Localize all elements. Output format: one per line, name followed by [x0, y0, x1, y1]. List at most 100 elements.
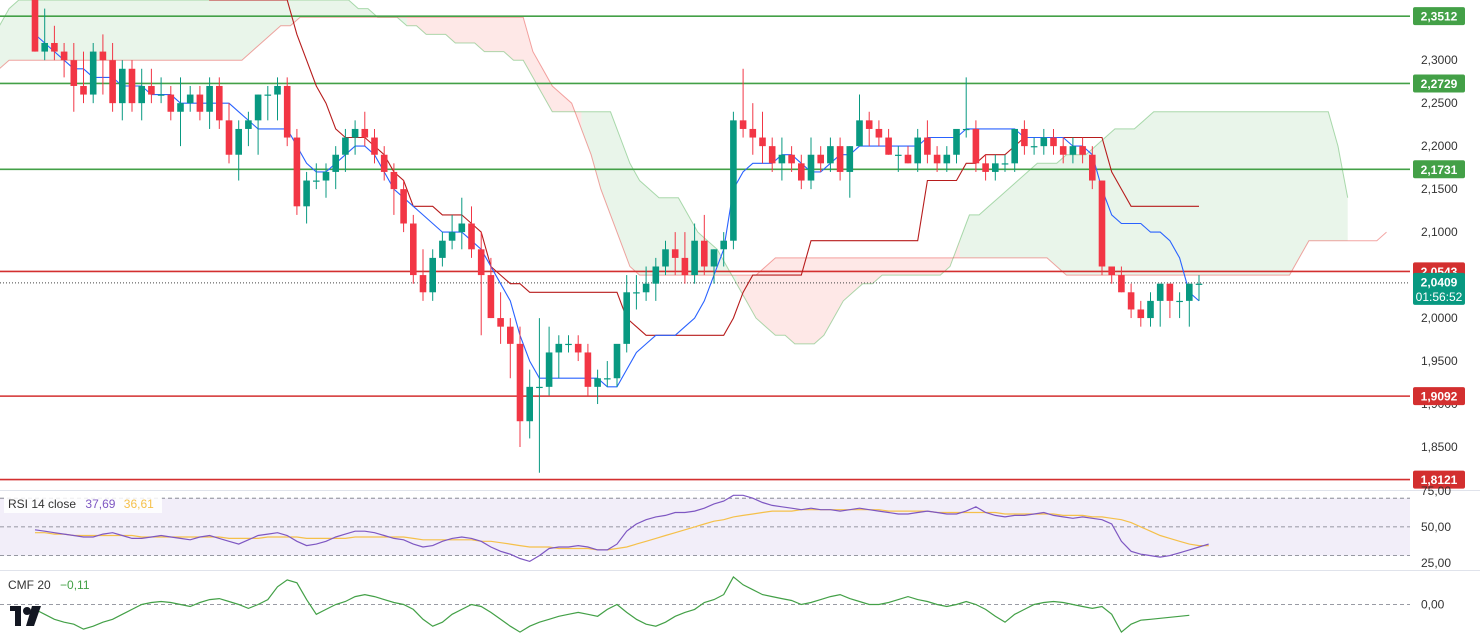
candle-body — [836, 146, 844, 172]
candle-body — [400, 189, 407, 224]
rsi-axis-tick: 25,00 — [1421, 556, 1451, 570]
candle-body — [216, 85, 223, 121]
senkou-span-b — [0, 16, 1387, 276]
candle-body — [992, 163, 999, 172]
tradingview-logo — [10, 606, 41, 626]
candle-body — [749, 128, 757, 138]
candle-body — [225, 120, 233, 155]
candle-body — [128, 68, 136, 104]
level-price-label — [1413, 387, 1465, 406]
candlesticks — [31, 0, 1203, 473]
candle-body — [584, 352, 592, 387]
candle-body — [1069, 146, 1077, 155]
rsi-legend-title: RSI 14 close — [8, 497, 76, 511]
candle-body — [507, 326, 514, 344]
svg-text:CMF 20 −0,11: CMF 20 −0,11 — [8, 578, 90, 592]
candle-body — [1176, 300, 1183, 303]
candle-body — [89, 51, 97, 95]
rsi-ma-legend-value: 36,61 — [124, 497, 154, 511]
candle-body — [60, 51, 68, 61]
level-price-label — [1413, 74, 1465, 93]
candle-body — [1040, 137, 1048, 147]
kijun-sen — [209, 0, 1199, 336]
candle-body — [1098, 180, 1106, 267]
candle-body — [477, 249, 485, 276]
level-price-label — [1413, 470, 1465, 489]
candle-body — [468, 223, 475, 250]
candle-body — [245, 120, 252, 129]
price-axis-tick: 1,9500 — [1421, 354, 1458, 368]
candle-body — [1108, 266, 1115, 276]
candle-body — [1137, 309, 1145, 319]
cmf-pane: 0,00 — [0, 575, 1445, 634]
price-axis-labels: 2,35122,27292,17312,05431,90921,81212,04… — [1413, 7, 1465, 489]
candle-body — [701, 240, 708, 267]
candle-body — [419, 275, 427, 293]
candle-body — [885, 137, 892, 155]
price-axis-tick: 2,2000 — [1421, 139, 1458, 153]
candle-body — [972, 128, 980, 164]
candle-body — [759, 137, 766, 147]
candle-body — [283, 85, 291, 138]
candle-body — [545, 352, 553, 387]
candle-body — [1186, 283, 1193, 301]
candle-body — [342, 137, 349, 155]
candle-body — [148, 85, 155, 95]
candle-body — [313, 180, 320, 182]
candle-body — [31, 0, 39, 52]
cmf-legend-title: CMF 20 — [8, 578, 51, 592]
candle-body — [332, 154, 339, 172]
candle-body — [798, 163, 805, 181]
svg-text:RSI 14 close 37,69: RSI 14 close 37,69 36,61 — [8, 497, 154, 511]
candle-body — [1079, 146, 1086, 155]
candle-body — [1089, 154, 1096, 181]
candle-body — [109, 60, 116, 104]
candle-body — [70, 60, 78, 86]
candle-body — [1147, 300, 1154, 319]
candle-body — [351, 128, 359, 138]
candle-body — [1118, 275, 1125, 293]
last-price-label — [1413, 272, 1465, 305]
candle-body — [371, 137, 378, 155]
candle-body — [458, 223, 466, 233]
level-price-label — [1413, 7, 1465, 26]
cmf-line — [34, 575, 1190, 634]
candle-body — [671, 249, 679, 258]
candle-body — [1050, 137, 1057, 147]
candle-body — [895, 154, 902, 156]
candle-body — [778, 154, 786, 164]
level-price-text: 2,3512 — [1421, 10, 1458, 24]
candle-body — [623, 292, 630, 344]
candle-body — [565, 343, 572, 346]
cmf-legend-value: −0,11 — [60, 578, 90, 592]
candle-body — [196, 94, 204, 112]
cloud-bearish — [406, 17, 582, 129]
candle-body — [254, 94, 262, 121]
price-axis-tick: 2,1000 — [1421, 225, 1458, 239]
candle-body — [429, 257, 436, 293]
level-price-text: 1,8121 — [1421, 473, 1458, 487]
candle-body — [51, 42, 58, 52]
candle-body — [846, 146, 854, 172]
candle-body — [264, 94, 272, 96]
rsi-axis-tick: 50,00 — [1421, 520, 1451, 534]
candle-body — [1059, 146, 1067, 155]
candle-body — [730, 120, 737, 241]
candle-body — [99, 51, 107, 61]
candle-body — [604, 378, 611, 380]
candle-body — [361, 128, 369, 138]
candle-body — [119, 68, 126, 104]
candle-body — [390, 171, 398, 190]
candle-body — [827, 146, 834, 164]
candle-countdown-text: 01:56:52 — [1416, 290, 1463, 304]
rsi-ma-line — [35, 509, 1209, 551]
candle-body — [1127, 292, 1135, 310]
candle-body — [497, 318, 504, 327]
candle-body — [1166, 283, 1174, 301]
candle-body — [875, 128, 883, 138]
candle-body — [303, 180, 310, 207]
rsi-line — [34, 494, 1209, 563]
candle-body — [167, 94, 175, 112]
candle-body — [788, 154, 795, 164]
candle-body — [41, 42, 48, 52]
